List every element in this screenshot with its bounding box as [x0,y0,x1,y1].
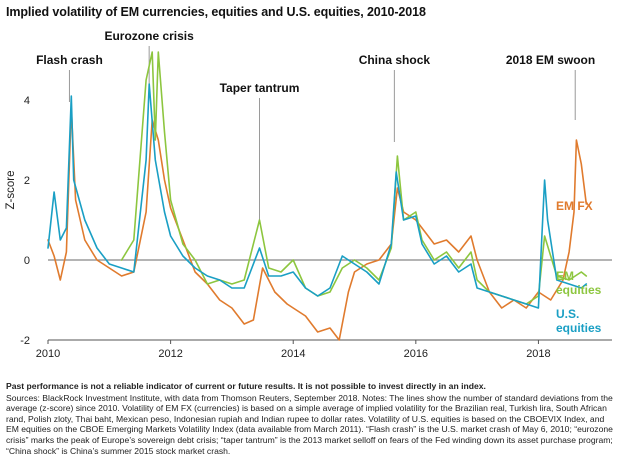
x-tick-label: 2016 [404,348,428,360]
series-label-em-equities: EM equities [556,269,602,297]
series-label-line: equities [556,321,602,335]
series-label-line: EM FX [556,199,593,213]
series-line-u-s-equities [47,83,588,309]
chart-title: Implied volatility of EM currencies, equ… [6,5,426,19]
annotation-label: Flash crash [36,53,103,67]
series-line-em-equities [120,51,588,305]
sources-text: Sources: BlackRock Investment Institute,… [6,392,613,456]
series-label-line: EM [556,269,574,283]
y-tick-label: -2 [20,335,30,347]
line-chart: Z-score -2 0 2 4 2010 2012 2014 2016 2018 Flash c… [5,29,612,360]
series-label-em-fx: EM FX [556,199,593,213]
y-tick-label: 4 [24,95,30,107]
chart-footnote: Past performance is not a reliable indic… [6,381,616,456]
series-label-u-s-equities: U.S. equities [556,307,602,335]
annotation-label: Taper tantrum [220,81,300,95]
series-label-line: equities [556,283,602,297]
chart-axes: Z-score -2 0 2 4 2010 2012 2014 2016 2018 [5,95,612,360]
annotation-label: China shock [359,53,431,67]
disclaimer-text: Past performance is not a reliable indic… [6,381,486,391]
x-tick-label: 2018 [526,348,550,360]
annotation-label: Eurozone crisis [104,29,194,43]
series-line-em-fx [47,107,588,341]
y-axis-title: Z-score [5,171,17,210]
annotation-label: 2018 EM swoon [506,53,595,67]
x-tick-label: 2014 [281,348,305,360]
series-label-line: U.S. [556,307,579,321]
chart-series [47,51,588,341]
y-tick-label: 2 [24,175,30,187]
y-tick-label: 0 [24,255,30,267]
x-tick-label: 2012 [158,348,182,360]
x-tick-label: 2010 [36,348,60,360]
